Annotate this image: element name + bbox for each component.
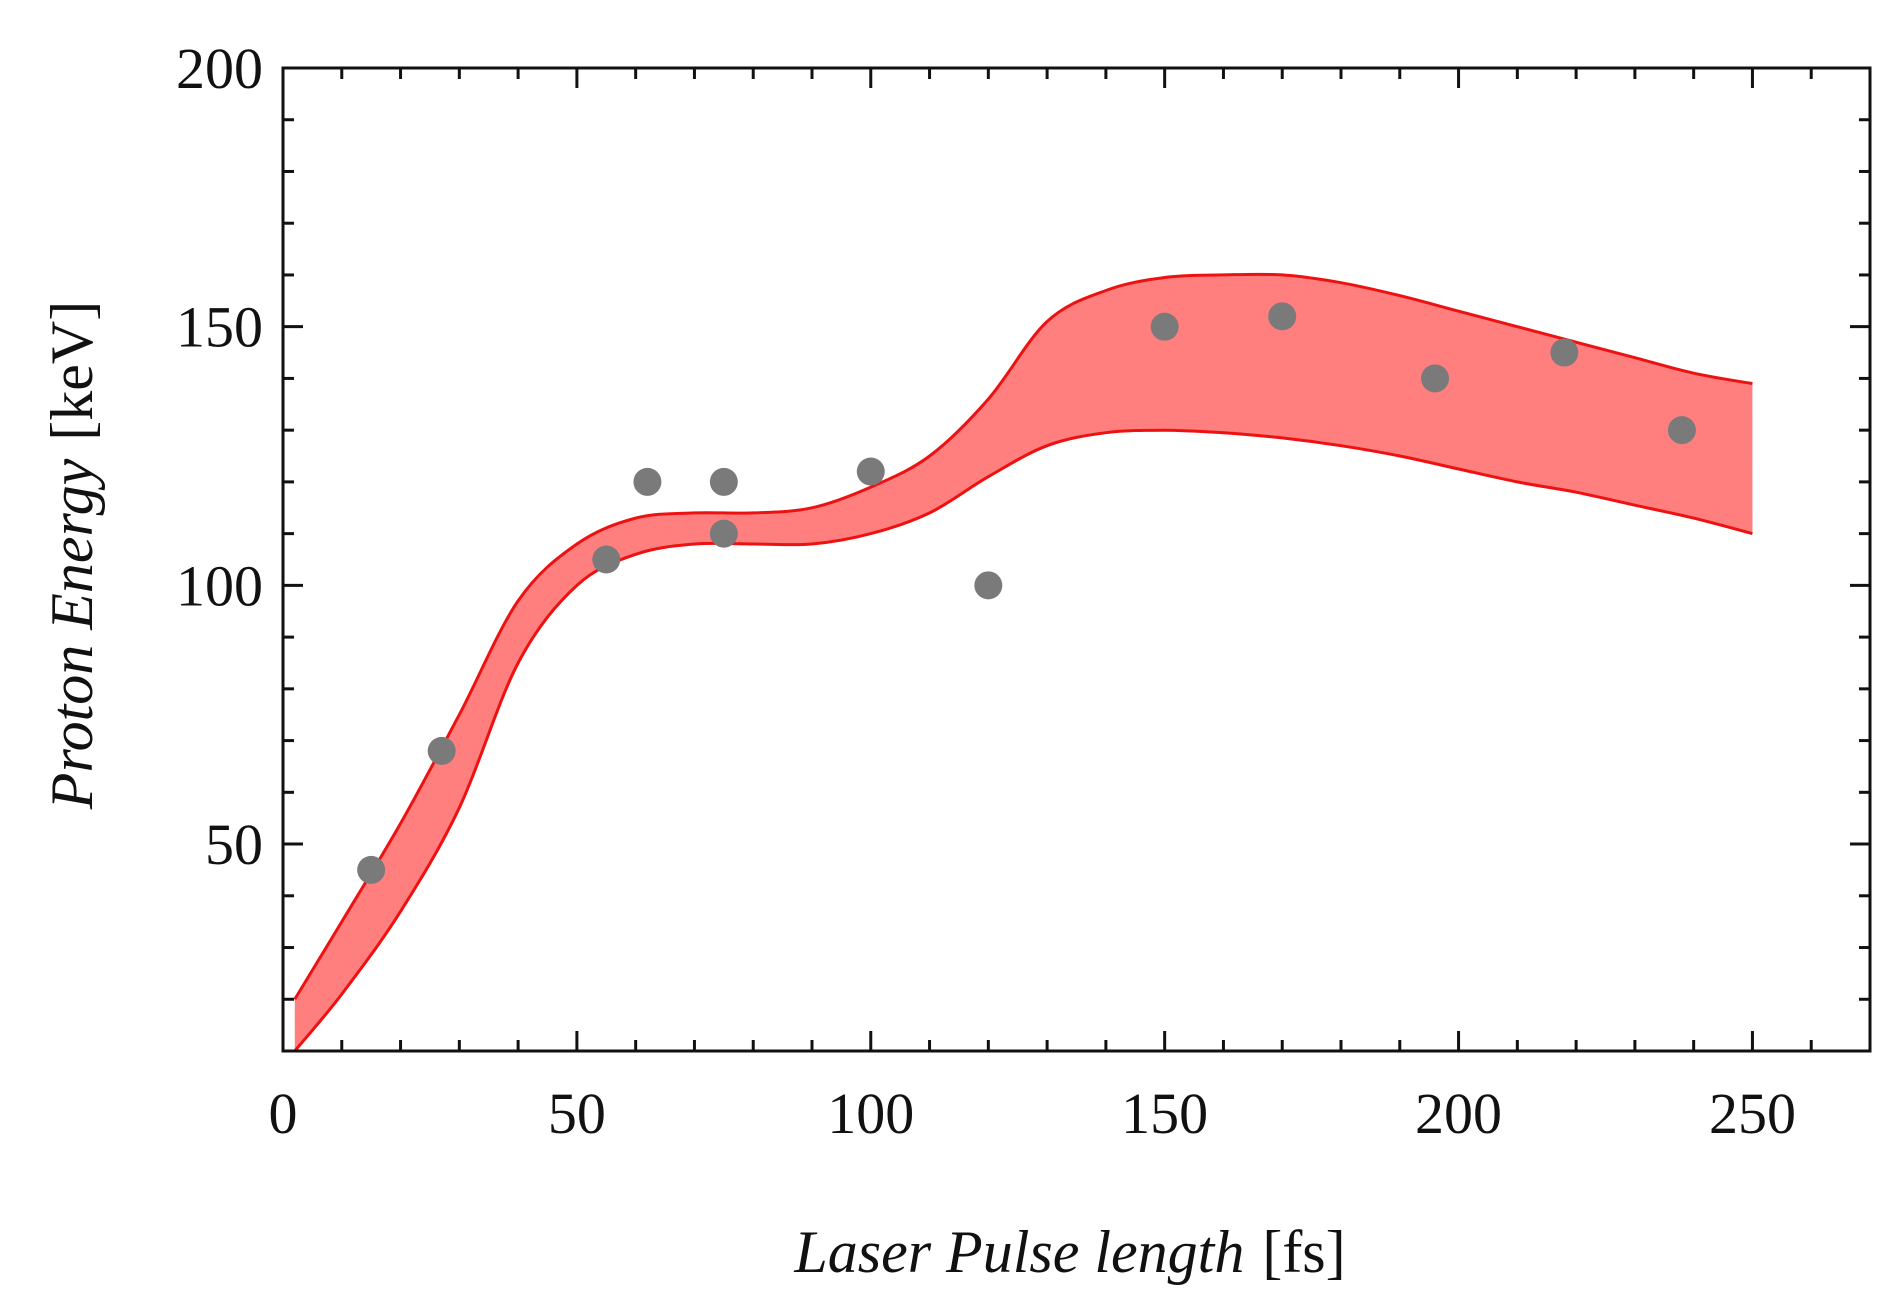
axis-ticks — [281, 66, 1872, 1053]
y-axis-label-unit: [keV] — [39, 301, 105, 441]
x-tick-label: 100 — [827, 1081, 914, 1146]
y-axis-label-text: Proton Energy — [39, 458, 105, 810]
x-axis-label-unit: [fs] — [1262, 1219, 1345, 1285]
data-point — [1150, 312, 1179, 341]
data-points — [357, 302, 1696, 884]
model-band-fill — [294, 274, 1753, 1051]
data-point — [974, 571, 1003, 600]
x-tick-label: 200 — [1415, 1081, 1502, 1146]
x-axis-label-text: Laser Pulse length — [793, 1219, 1244, 1285]
data-point — [427, 736, 456, 765]
y-tick-label: 200 — [176, 36, 263, 101]
model-band-lower-edge — [293, 428, 1753, 1052]
plot-border — [281, 66, 1872, 1053]
data-point — [1421, 364, 1450, 393]
tick-labels: 0 50 100 150 200 250 50 100 150 200 — [176, 36, 1796, 1146]
data-point — [1550, 338, 1579, 367]
x-tick-label: 0 — [269, 1081, 298, 1146]
data-point — [709, 519, 738, 548]
data-point — [592, 545, 621, 574]
y-tick-label: 150 — [176, 295, 263, 360]
data-point — [357, 855, 386, 884]
y-axis-label: Proton Energy [keV] — [39, 301, 105, 810]
x-tick-label: 250 — [1709, 1081, 1796, 1146]
data-point — [633, 467, 662, 496]
x-tick-label: 50 — [548, 1081, 606, 1146]
x-axis-label: Laser Pulse length [fs] — [793, 1219, 1345, 1285]
data-point — [856, 457, 885, 486]
x-tick-label: 150 — [1121, 1081, 1208, 1146]
model-band-layer — [293, 272, 1753, 1052]
data-point — [709, 467, 738, 496]
y-tick-label: 100 — [176, 553, 263, 618]
data-point — [1268, 302, 1297, 331]
model-band-upper-edge — [293, 272, 1753, 1001]
data-point — [1667, 416, 1696, 445]
plot-frame — [281, 66, 1872, 1053]
y-tick-label: 50 — [205, 812, 263, 877]
